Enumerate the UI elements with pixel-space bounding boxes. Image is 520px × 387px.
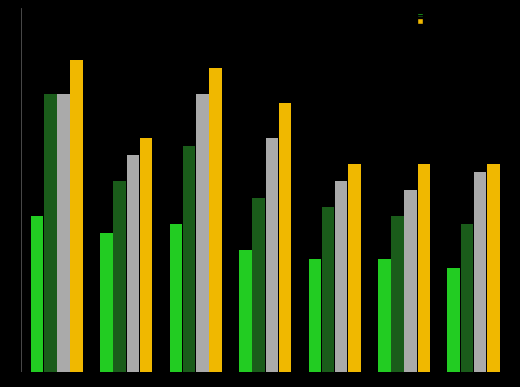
Bar: [170, 224, 182, 372]
Bar: [322, 207, 334, 372]
Bar: [57, 94, 70, 372]
Bar: [140, 138, 152, 372]
Bar: [239, 250, 252, 372]
Bar: [44, 94, 57, 372]
Bar: [487, 164, 500, 372]
Bar: [183, 146, 196, 372]
Bar: [461, 224, 473, 372]
Bar: [405, 190, 417, 372]
Bar: [31, 216, 43, 372]
Bar: [378, 259, 391, 372]
Bar: [100, 233, 113, 372]
Bar: [252, 198, 265, 372]
Bar: [335, 181, 347, 372]
Bar: [113, 181, 126, 372]
Bar: [127, 155, 139, 372]
Legend: , , , : , , ,: [420, 16, 421, 22]
Bar: [279, 103, 291, 372]
Bar: [70, 60, 83, 372]
Bar: [308, 259, 321, 372]
Bar: [196, 94, 209, 372]
Bar: [447, 267, 460, 372]
Bar: [209, 68, 222, 372]
Bar: [474, 172, 486, 372]
Bar: [391, 216, 404, 372]
Bar: [418, 164, 430, 372]
Bar: [266, 138, 278, 372]
Bar: [348, 164, 361, 372]
